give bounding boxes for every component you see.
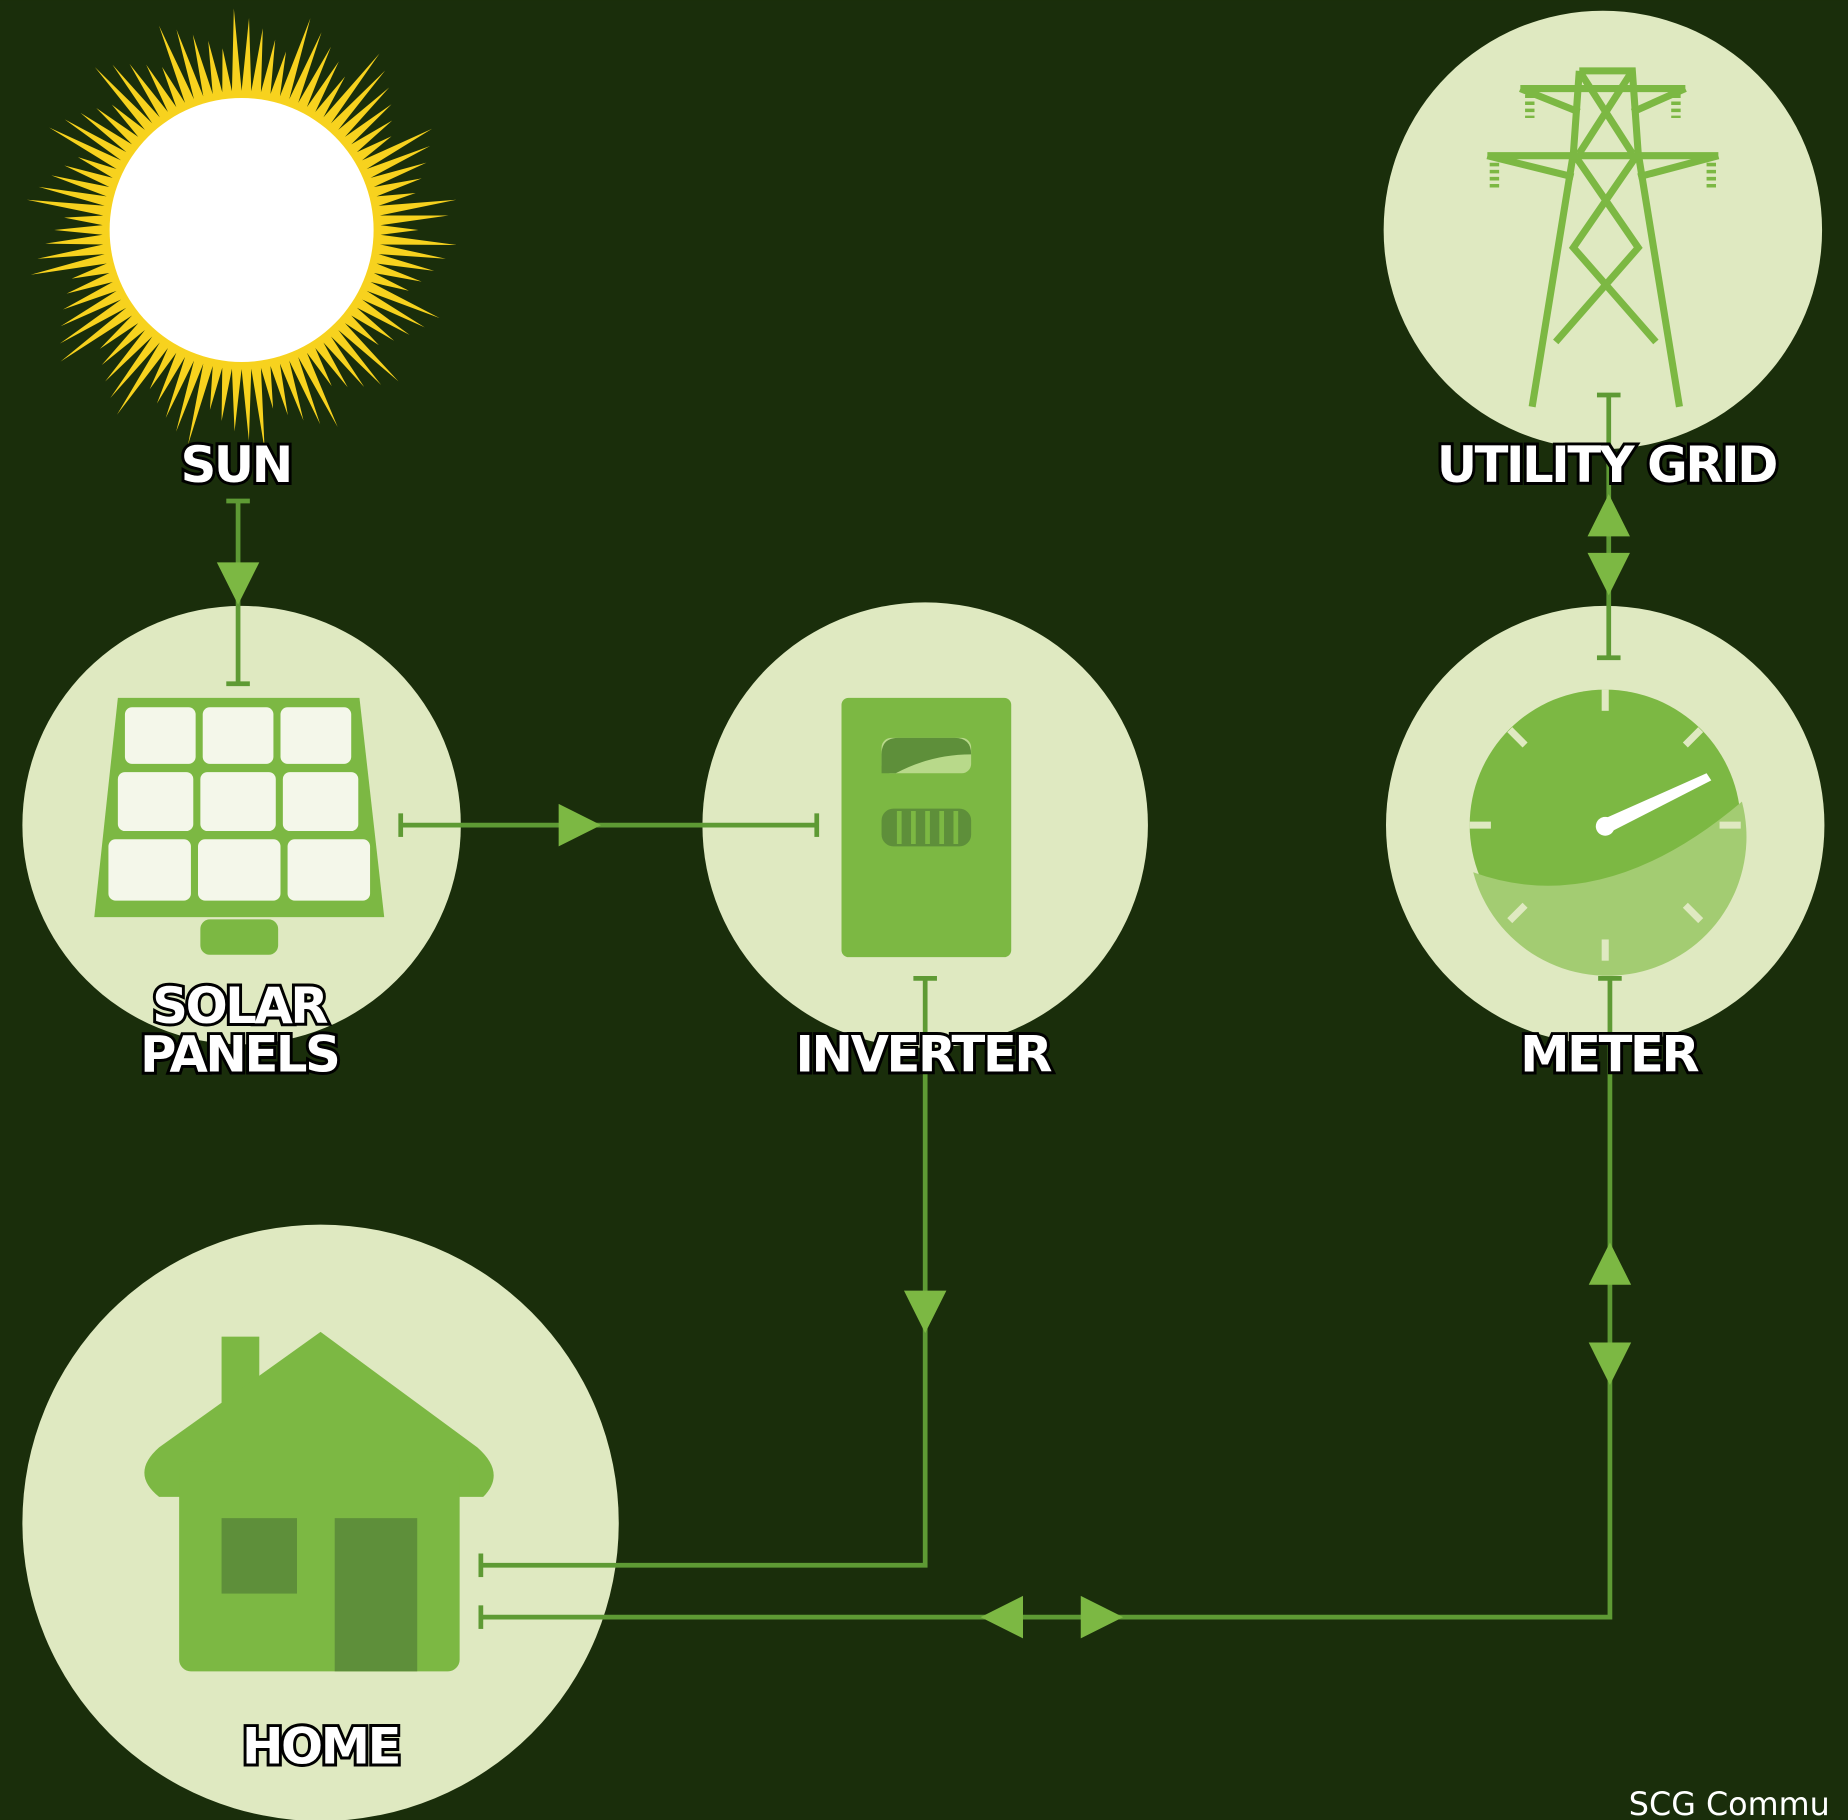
solar-panel-icon bbox=[94, 698, 384, 955]
inverter-icon bbox=[842, 698, 1012, 957]
grid-circle bbox=[1384, 11, 1822, 449]
sun-disc bbox=[110, 98, 374, 362]
footer-text: SCG Commu bbox=[1629, 1785, 1830, 1820]
node-label: INVERTER bbox=[795, 1025, 1052, 1083]
node-label: SUN bbox=[181, 436, 291, 494]
node-label: HOME bbox=[242, 1717, 399, 1775]
node-label: PANELS bbox=[140, 1025, 338, 1083]
node-label: UTILITY GRID bbox=[1437, 436, 1776, 494]
page: {"nodes": [ {"label": "SUN"}, {"label": … bbox=[0, 0, 1848, 1820]
diagram: SUN UTILITY GRID SOLAR PANELS INVERTER M… bbox=[0, 0, 1848, 1820]
node-label: METER bbox=[1520, 1025, 1699, 1083]
